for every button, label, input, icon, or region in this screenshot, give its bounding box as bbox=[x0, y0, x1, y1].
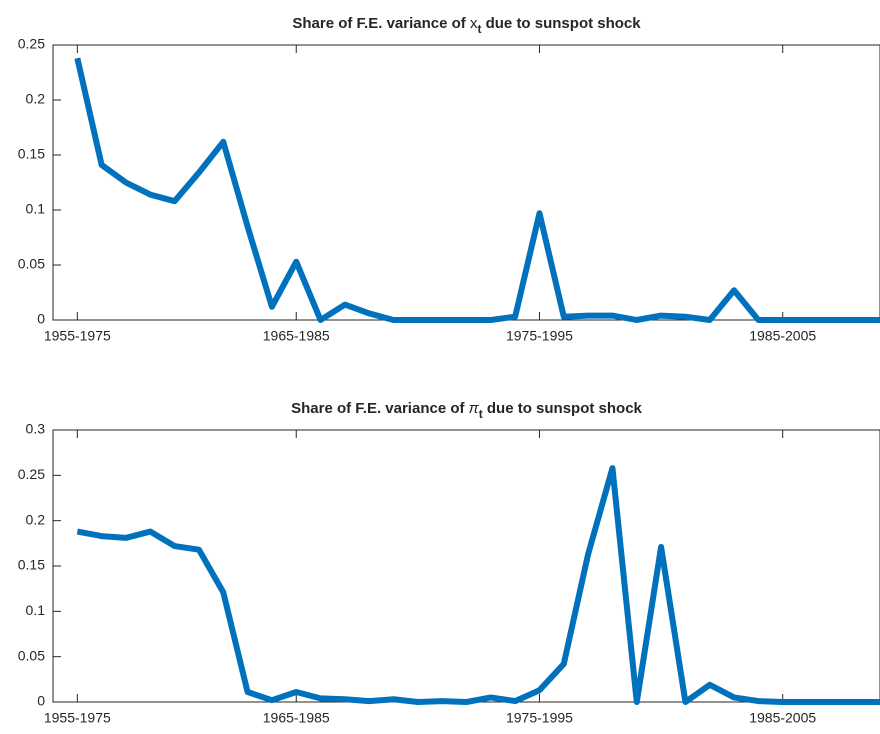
title-text: due to sunspot shock bbox=[481, 15, 641, 32]
x-tick-label: 1955-1975 bbox=[44, 710, 111, 726]
title-text: Share of F.E. variance of bbox=[291, 400, 469, 417]
y-tick-label: 0.15 bbox=[18, 146, 45, 162]
title-symbol: x bbox=[470, 15, 478, 32]
data-line bbox=[74, 57, 880, 323]
x-tick-label: 1965-1985 bbox=[263, 710, 330, 726]
y-tick-label: 0.25 bbox=[18, 36, 45, 52]
title-subscript: t bbox=[479, 407, 483, 421]
axes-box bbox=[52, 429, 880, 703]
x-tick-label: 1975-1995 bbox=[506, 710, 573, 726]
y-tick-label: 0.15 bbox=[18, 557, 45, 573]
chart-title: Share of F.E. variance of πt due to suns… bbox=[291, 400, 642, 421]
x-tick-label: 1955-1975 bbox=[44, 328, 111, 344]
title-symbol: π bbox=[469, 400, 480, 417]
y-tick-label: 0 bbox=[37, 693, 45, 709]
title-text: due to sunspot shock bbox=[483, 400, 643, 417]
y-tick-label: 0.1 bbox=[26, 201, 46, 217]
chart-title: Share of F.E. variance of xt due to suns… bbox=[292, 15, 641, 36]
x-tick-label: 1985-2005 bbox=[749, 710, 816, 726]
y-tick-label: 0.2 bbox=[26, 91, 46, 107]
axes-box bbox=[52, 44, 880, 321]
x-tick-label: 1975-1995 bbox=[506, 328, 573, 344]
y-tick-label: 0.2 bbox=[26, 511, 46, 527]
y-tick-label: 0.3 bbox=[26, 421, 46, 437]
x-tick-label: 1965-1985 bbox=[263, 328, 330, 344]
title-text: Share of F.E. variance of bbox=[292, 15, 470, 32]
title-subscript: t bbox=[477, 22, 481, 36]
y-tick-label: 0.05 bbox=[18, 256, 45, 272]
y-tick-label: 0.05 bbox=[18, 647, 45, 663]
y-tick-label: 0.1 bbox=[26, 602, 46, 618]
y-tick-label: 0 bbox=[37, 311, 45, 327]
x-tick-label: 1985-2005 bbox=[749, 328, 816, 344]
data-line bbox=[76, 465, 880, 705]
y-tick-label: 0.25 bbox=[18, 466, 45, 482]
